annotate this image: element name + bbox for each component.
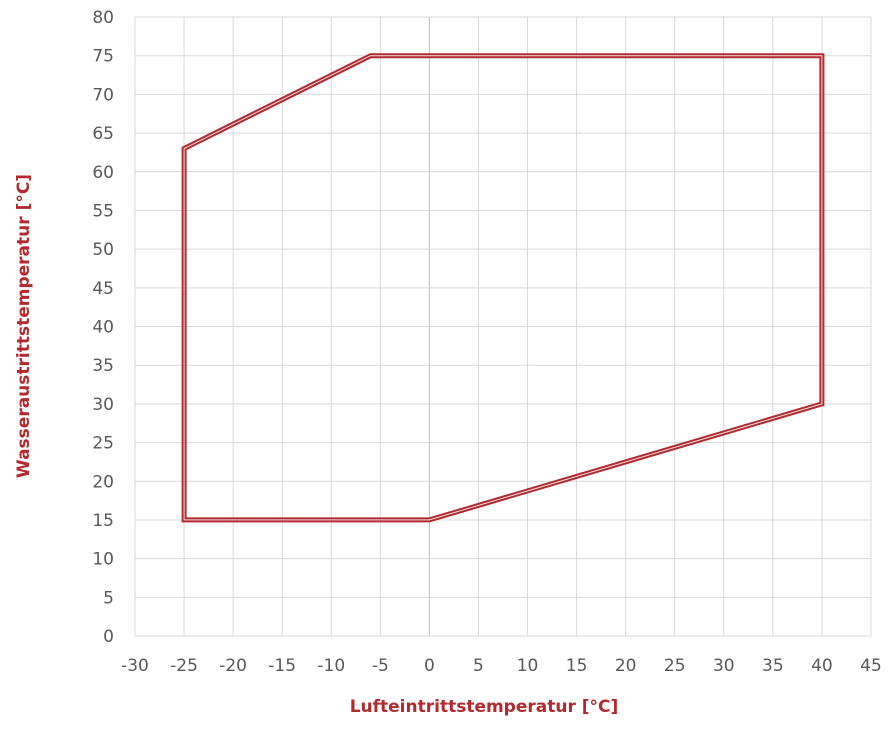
x-tick-label: 30 [713, 656, 735, 676]
y-tick-label: 60 [92, 163, 114, 183]
y-tick-label: 25 [92, 434, 114, 454]
x-tick-label: 40 [811, 656, 833, 676]
y-tick-label: 75 [92, 47, 114, 67]
y-axis-title: Wasseraustrittstemperatur [°C] [14, 174, 34, 478]
x-tick-label: 10 [517, 656, 539, 676]
y-tick-label: 45 [92, 279, 114, 299]
x-tick-label: 35 [762, 656, 784, 676]
x-tick-label: 5 [473, 656, 484, 676]
x-tick-label: 45 [860, 656, 882, 676]
y-tick-label: 50 [92, 240, 114, 260]
y-axis-ticks: 0 5 10 15 20 25 30 35 40 45 50 55 60 65 70 75 80 [92, 8, 114, 647]
x-tick-label: -20 [219, 656, 247, 676]
y-tick-label: 35 [92, 356, 114, 376]
x-axis-ticks: -30 -25 -20 -15 -10 -5 0 5 10 15 20 25 30 35 40 45 [121, 656, 882, 676]
y-tick-label: 70 [92, 85, 114, 105]
y-tick-label: 40 [92, 318, 114, 338]
x-tick-label: 25 [664, 656, 686, 676]
x-tick-label: -30 [121, 656, 149, 676]
x-tick-label: -10 [317, 656, 345, 676]
x-tick-label: -5 [372, 656, 389, 676]
y-tick-label: 80 [92, 8, 114, 28]
x-tick-label: -15 [268, 656, 296, 676]
y-tick-label: 5 [103, 588, 114, 608]
x-tick-label: 15 [566, 656, 588, 676]
y-tick-label: 20 [92, 472, 114, 492]
y-tick-label: 0 [103, 627, 114, 647]
x-tick-label: 20 [615, 656, 637, 676]
x-tick-label: 0 [424, 656, 435, 676]
y-tick-label: 30 [92, 395, 114, 415]
x-tick-label: -25 [170, 656, 198, 676]
y-tick-label: 10 [92, 550, 114, 570]
y-tick-label: 55 [92, 201, 114, 221]
y-tick-label: 15 [92, 511, 114, 531]
x-axis-title: Lufteintrittstemperatur [°C] [350, 697, 619, 717]
grid [135, 17, 871, 636]
y-tick-label: 65 [92, 124, 114, 144]
